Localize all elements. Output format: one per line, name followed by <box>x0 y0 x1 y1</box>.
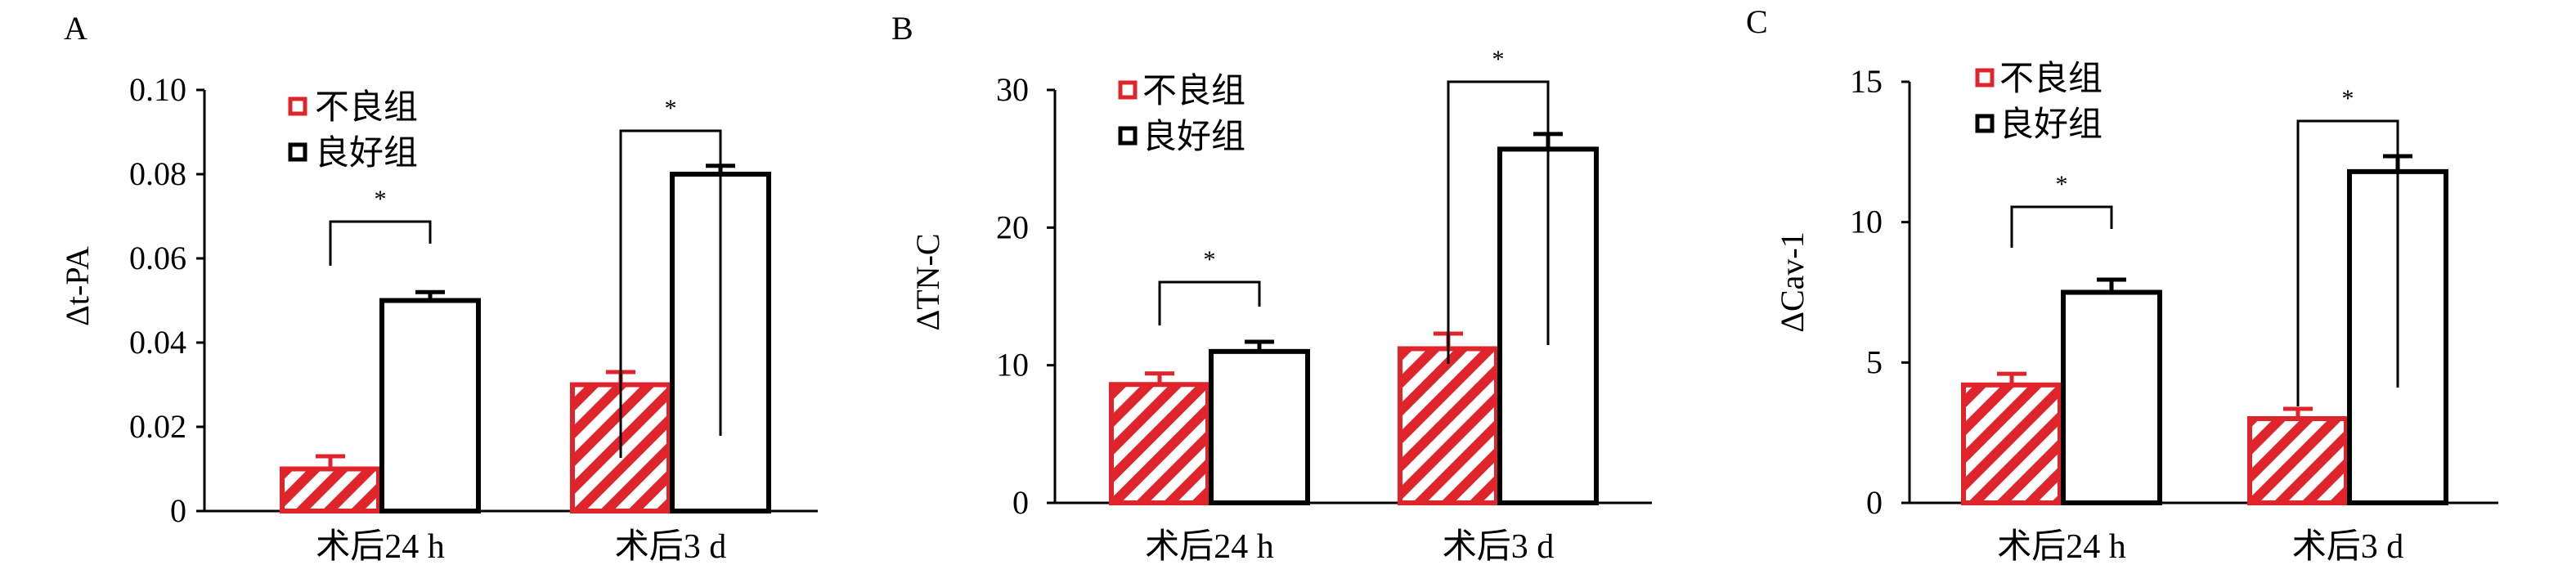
significance-bracket <box>619 129 722 458</box>
bar <box>379 298 481 513</box>
panel-a-bars <box>280 164 771 513</box>
y-tick-label: 20 <box>996 209 1029 245</box>
panel-c-significance: ** <box>2010 85 2399 406</box>
panel-b-bars <box>1109 132 1599 506</box>
legend-label-poor: 不良组 <box>1142 70 1245 110</box>
legend-swatch-poor <box>1118 80 1138 100</box>
bar <box>1961 382 2062 505</box>
panel-a-significance: ** <box>329 95 722 458</box>
legend-label-poor: 不良组 <box>1999 58 2103 98</box>
y-tick-label: 30 <box>996 71 1029 108</box>
bar <box>2247 416 2349 505</box>
y-tick-label: 0 <box>170 492 186 529</box>
y-tick-label: 15 <box>1850 63 1883 100</box>
legend-swatch-good <box>288 142 307 162</box>
legend-label-good: 良好组 <box>1999 104 2103 144</box>
panel-a-legend: 不良组 良好组 <box>288 87 418 173</box>
x-tick-label: 术后3 d <box>2292 528 2404 566</box>
bar <box>1398 346 1499 506</box>
significance-star: * <box>665 95 677 122</box>
y-tick-label: 0.02 <box>129 408 186 445</box>
panel-c-x-ticks: 术后24 h 术后3 d <box>1997 528 2403 566</box>
panel-c-label: C <box>1746 3 1768 40</box>
legend-swatch-poor <box>1975 68 1995 87</box>
panel-a-y-ticks: 0 0.02 0.04 0.06 0.08 0.10 <box>129 71 204 529</box>
panel-a-ylabel: Δt-PA <box>59 246 96 326</box>
y-tick-label: 0.10 <box>129 71 186 108</box>
y-tick-label: 10 <box>996 347 1029 383</box>
bar <box>280 466 381 513</box>
significance-star: * <box>1492 46 1505 73</box>
significance-star: * <box>375 186 387 213</box>
x-tick-label: 术后3 d <box>615 528 727 566</box>
y-tick-label: 0.04 <box>129 324 186 361</box>
panel-c-bars <box>1961 154 2448 505</box>
panel-c-ylabel: ΔCav-1 <box>1774 231 1811 332</box>
x-tick-label: 术后24 h <box>316 528 445 566</box>
legend-label-good: 良好组 <box>1142 116 1245 156</box>
y-tick-label: 10 <box>1850 204 1883 240</box>
y-tick-label: 0 <box>1012 484 1029 521</box>
significance-bracket <box>1447 80 1550 364</box>
legend-label-poor: 不良组 <box>315 87 418 127</box>
legend-swatch-good <box>1118 126 1138 146</box>
panel-b-label: B <box>891 10 913 47</box>
panel-b-legend: 不良组 良好组 <box>1118 70 1245 156</box>
panel-a: A Δt-PA 0 0.02 0.04 0.06 0.08 0.10 术后24 h 术后3 … <box>59 10 818 566</box>
y-tick-label: 0 <box>1866 484 1883 521</box>
bar <box>1209 348 1310 506</box>
y-tick-label: 5 <box>1866 343 1883 380</box>
legend-swatch-poor <box>288 96 307 116</box>
x-tick-label: 术后24 h <box>1145 528 1274 566</box>
panel-b-ylabel: ΔTN-C <box>909 233 946 330</box>
panel-c-y-ticks: 0 5 10 15 <box>1850 63 1910 521</box>
y-tick-label: 0.08 <box>129 155 186 192</box>
legend-label-good: 良好组 <box>315 132 418 173</box>
significance-bracket <box>329 220 432 266</box>
significance-star: * <box>2056 171 2068 198</box>
significance-bracket <box>1158 280 1261 325</box>
significance-bracket <box>2296 119 2399 406</box>
bar <box>2061 289 2162 505</box>
panel-b-x-ticks: 术后24 h 术后3 d <box>1145 528 1554 566</box>
panel-a-x-ticks: 术后24 h 术后3 d <box>316 528 726 566</box>
bar <box>1109 382 1210 505</box>
legend-swatch-good <box>1975 114 1995 133</box>
significance-star: * <box>1204 246 1216 273</box>
x-tick-label: 术后3 d <box>1443 528 1555 566</box>
x-tick-label: 术后24 h <box>1997 528 2126 566</box>
significance-bracket <box>2010 205 2113 248</box>
panel-b-y-ticks: 0 10 20 30 <box>996 71 1055 521</box>
panel-c-legend: 不良组 良好组 <box>1975 58 2103 144</box>
significance-star: * <box>2342 85 2354 112</box>
y-tick-label: 0.06 <box>129 240 186 276</box>
panel-b-significance: ** <box>1158 46 1550 364</box>
panel-a-label: A <box>64 10 88 47</box>
